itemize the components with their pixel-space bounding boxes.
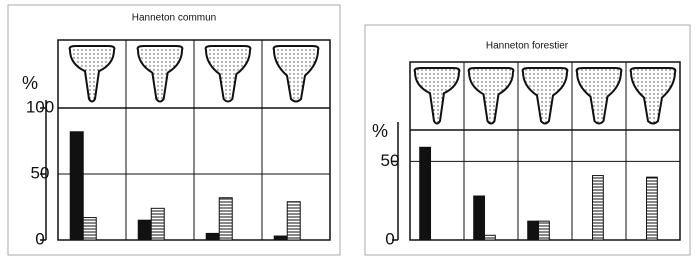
- panel-border: [365, 25, 690, 255]
- bar: [151, 208, 164, 240]
- y-tick-label: 100: [26, 97, 54, 116]
- bar: [70, 132, 83, 240]
- bar: [287, 202, 300, 240]
- abdomen-icon: [206, 46, 251, 102]
- chart-title: Hanneton commun: [132, 13, 217, 24]
- y-tick-label: 0: [35, 229, 44, 248]
- bar: [206, 233, 219, 240]
- abdomen-icon: [274, 46, 319, 102]
- abdomen-icon: [469, 68, 514, 124]
- y-tick-label: 0: [385, 229, 394, 248]
- abdomen-icon: [631, 68, 676, 124]
- y-axis-label: %: [372, 121, 388, 141]
- bar: [539, 221, 550, 240]
- figure: Hanneton commun% 0 50 100 Hanneton forestier…: [0, 0, 698, 258]
- bar: [219, 198, 232, 240]
- bar: [647, 177, 658, 240]
- abdomen-icon: [415, 68, 460, 124]
- bar: [83, 218, 96, 240]
- abdomen-icon: [70, 46, 115, 102]
- bar: [420, 147, 431, 240]
- bar: [274, 236, 287, 240]
- abdomen-icon: [523, 68, 568, 124]
- abdomen-icon: [138, 46, 183, 102]
- y-tick-label: 50: [31, 163, 50, 182]
- bar: [138, 220, 151, 240]
- y-tick-label: 50: [381, 151, 400, 170]
- abdomen-icon: [577, 68, 622, 124]
- bar: [485, 235, 496, 240]
- bar: [528, 221, 539, 240]
- chart-title: Hanneton forestier: [486, 41, 569, 52]
- y-axis-label: %: [22, 73, 38, 93]
- bar: [593, 176, 604, 240]
- bar: [474, 196, 485, 240]
